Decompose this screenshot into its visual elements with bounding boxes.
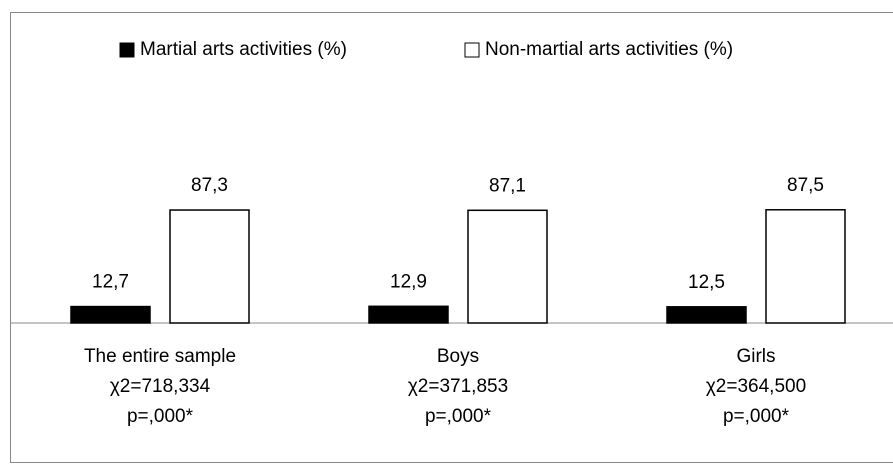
chart-border [10,12,893,463]
category-stat: χ2=364,500 [706,376,806,397]
bar [666,306,747,324]
category-stat: p=,000* [723,406,790,427]
value-label: 87,3 [191,175,228,196]
bar [765,209,846,324]
category-stat: p=,000* [127,406,194,427]
x-tick-label: The entire sample [84,346,236,367]
bar [169,209,250,324]
value-label: 87,5 [787,175,824,196]
legend-label: Martial arts activities (%) [140,39,347,60]
value-label: 12,7 [92,272,129,293]
value-label: 12,5 [688,272,725,293]
legend-swatch [119,42,135,58]
category-stat: p=,000* [425,406,492,427]
bar [70,305,151,324]
bar [368,305,449,324]
legend-label: Non-martial arts activities (%) [485,39,733,60]
x-tick-label: Boys [437,346,479,367]
bar [467,209,548,324]
x-tick-label: Girls [736,346,775,367]
value-label: 87,1 [489,175,526,196]
category-stat: χ2=371,853 [408,376,508,397]
value-label: 12,9 [390,271,427,292]
category-stat: χ2=718,334 [110,376,211,397]
legend-swatch [464,42,480,58]
